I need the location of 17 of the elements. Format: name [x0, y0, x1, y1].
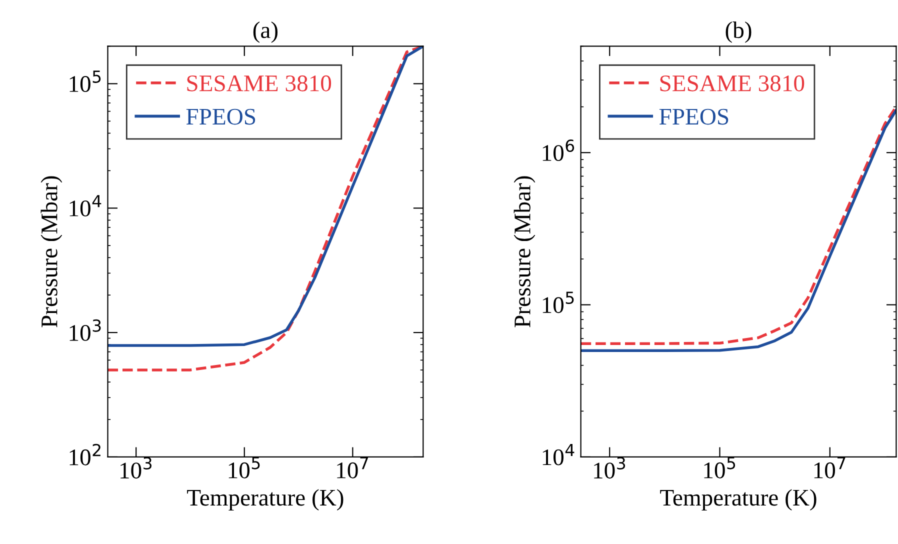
y-tick-label: 10$^{3}$	[70, 319, 101, 341]
x-axis-title: Temperature (K)	[187, 489, 344, 511]
y-tick-label: 10$^{5}$	[542, 292, 574, 314]
chart-title: (b)	[726, 22, 752, 43]
legend-label: SESAME 3810	[660, 75, 804, 92]
x-axis-title: Temperature (K)	[660, 489, 816, 511]
y-tick-label: 10$^{6}$	[542, 139, 574, 162]
legend-label: FPEOS	[186, 108, 256, 125]
y-axis-title: Pressure (Mbar)	[40, 176, 62, 328]
chart-title: (a)	[253, 22, 278, 43]
y-tick-label: 10$^{4}$	[542, 444, 574, 466]
y-tick-label: 10$^{4}$	[70, 195, 102, 216]
y-tick-label: 10$^{5}$	[70, 70, 101, 92]
legend-label: FPEOS	[659, 108, 728, 125]
legend-label: SESAME 3810	[187, 75, 332, 92]
y-axis-title: Pressure (Mbar)	[514, 176, 536, 328]
y-tick-label: 10$^{2}$	[70, 444, 100, 466]
